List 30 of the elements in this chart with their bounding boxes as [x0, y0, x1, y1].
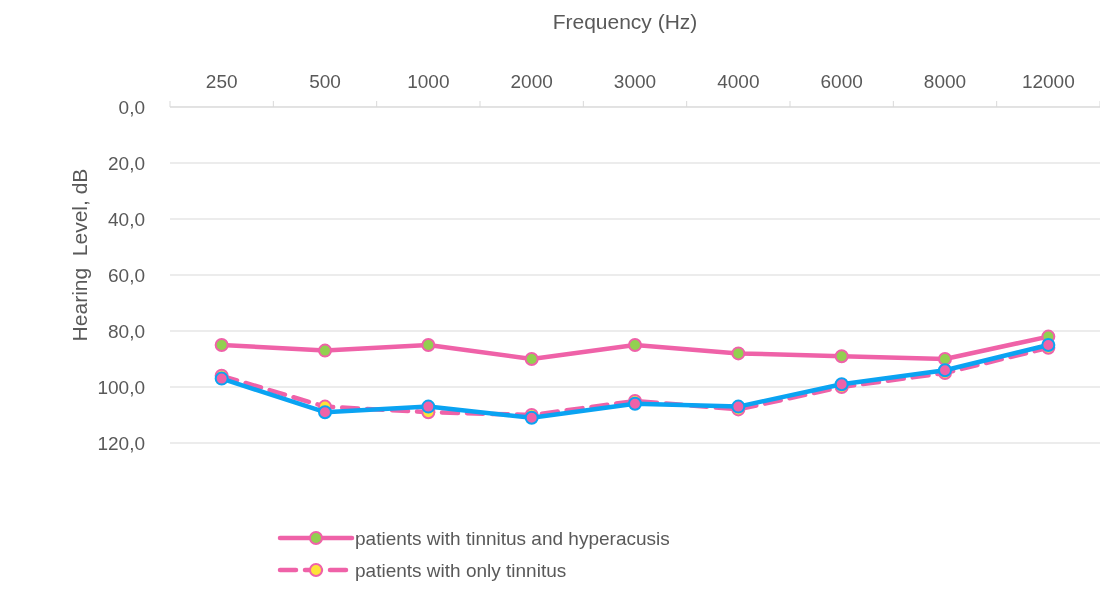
x-tick-label: 500: [309, 70, 341, 92]
x-tick-label: 1000: [407, 70, 450, 92]
y-axis-title: Hearing Level, dB: [68, 168, 92, 342]
x-tick-label: 6000: [820, 70, 863, 92]
x-tick-label: 3000: [613, 70, 657, 92]
point: [214, 338, 229, 352]
y-tick-label: 0,0: [118, 96, 145, 118]
point: [421, 399, 436, 414]
y-tick-label: 100,0: [97, 376, 145, 398]
x-axis-title: Frequency (Hz): [552, 10, 698, 34]
y-tick-label: 120,0: [97, 432, 145, 454]
legend-label: patients with tinnitus and hyperacusis: [355, 527, 670, 549]
point: [318, 405, 332, 420]
y-tick-label: 40,0: [108, 208, 145, 230]
x-tick-label: 12000: [1021, 70, 1075, 92]
point: [731, 346, 746, 361]
point: [628, 338, 642, 352]
x-tick-label: 2000: [510, 70, 553, 92]
y-tick-label: 80,0: [108, 320, 145, 342]
y-tick-label: 20,0: [108, 152, 145, 174]
y-tick-label: 60,0: [108, 264, 145, 286]
point: [938, 352, 952, 366]
legend-label: patients with only tinnitus: [355, 559, 567, 581]
x-tick-label: 250: [205, 70, 238, 92]
x-tick-label: 8000: [923, 70, 967, 92]
point: [524, 352, 539, 366]
point: [421, 338, 436, 352]
point: [834, 349, 849, 364]
x-tick-label: 4000: [717, 70, 760, 92]
point: [318, 343, 332, 358]
